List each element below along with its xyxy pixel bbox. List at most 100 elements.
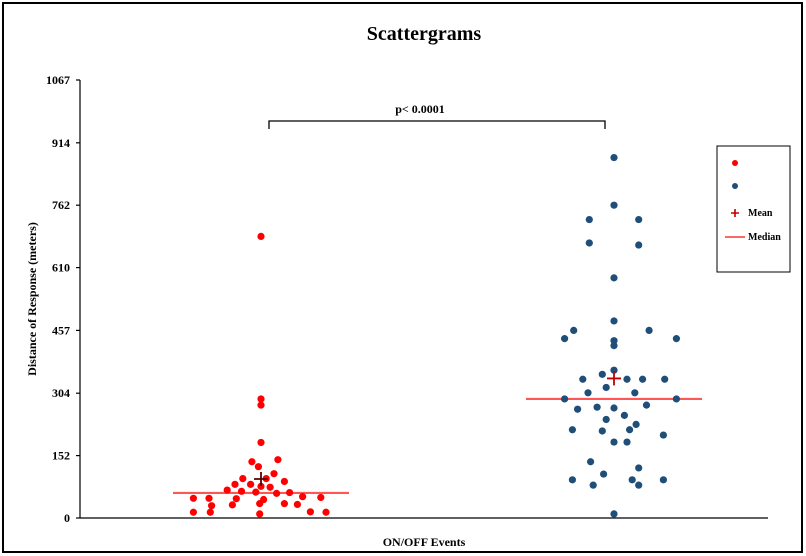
y-ticks: 0 152 304 457 610 762 914 1067 (46, 73, 80, 525)
chart-title: Scattergrams (367, 23, 482, 45)
legend-label-median: Median (748, 232, 781, 243)
y-tick-label-0: 0 (64, 511, 70, 525)
y-tick-label-6: 914 (52, 136, 70, 150)
data-point-2-6 (610, 274, 618, 282)
data-point-2-24 (672, 395, 681, 403)
data-point-2-13 (610, 341, 618, 350)
data-point-2-15 (610, 366, 618, 374)
data-point-1-21 (317, 493, 325, 502)
data-point-2-2 (585, 215, 593, 224)
data-point-1-3 (257, 438, 265, 447)
significance-bracket (268, 120, 606, 129)
data-point-2-35 (659, 431, 668, 439)
data-point-2-28 (574, 405, 582, 413)
data-point-1-16 (237, 487, 246, 495)
legend-marker-mean-plus (731, 209, 739, 217)
data-point-1-24 (232, 495, 240, 503)
data-point-2-3 (635, 215, 643, 224)
data-point-2-19 (661, 375, 669, 383)
data-point-2-5 (635, 241, 643, 249)
y-tick-label-1: 152 (52, 449, 70, 463)
data-point-2-27 (642, 401, 651, 409)
y-tick-label-7: 1067 (46, 73, 70, 87)
data-point-1-20 (299, 493, 307, 501)
data-point-2-10 (561, 335, 569, 343)
data-point-2-23 (561, 395, 569, 403)
legend: Mean Median (716, 145, 791, 273)
median-lines (173, 397, 702, 495)
data-point-1-13 (257, 482, 265, 490)
data-point-1-33 (256, 510, 264, 518)
data-point-2-7 (610, 317, 618, 325)
y-tick-label-2: 304 (52, 386, 70, 400)
data-point-2-21 (584, 389, 592, 397)
legend-marker-red-dot (732, 160, 738, 166)
data-point-2-33 (626, 426, 634, 434)
x-axis-label: ON/OFF Events (383, 535, 466, 549)
data-point-1-26 (208, 502, 216, 510)
data-point-1-5 (274, 456, 282, 464)
data-point-2-31 (632, 420, 640, 429)
data-point-1-32 (206, 508, 214, 516)
significance-label: p< 0.0001 (395, 102, 445, 116)
data-point-1-22 (189, 494, 197, 502)
mean-marker-2 (607, 371, 621, 386)
data-point-1-12 (247, 480, 255, 488)
data-point-1-19 (286, 488, 294, 497)
data-point-1-30 (293, 500, 301, 509)
data-point-1-6 (254, 463, 262, 471)
data-point-2-11 (672, 335, 681, 343)
data-point-2-17 (579, 375, 587, 383)
legend-box (716, 145, 791, 273)
data-point-2-37 (623, 438, 631, 446)
data-point-2-26 (610, 404, 618, 412)
data-point-2-43 (659, 476, 668, 484)
data-point-1-7 (270, 470, 278, 478)
data-point-2-14 (598, 370, 606, 378)
data-point-1-8 (239, 474, 247, 483)
data-point-2-18 (639, 375, 647, 383)
data-point-2-4 (585, 239, 593, 247)
data-point-1-2 (257, 401, 265, 409)
data-point-1-14 (266, 483, 274, 491)
data-point-1-35 (322, 508, 330, 516)
data-point-2-30 (602, 415, 610, 424)
data-point-1-31 (189, 508, 197, 516)
y-tick-label-5: 762 (52, 198, 70, 212)
data-point-1-11 (231, 480, 239, 488)
y-tick-label-4: 610 (52, 261, 70, 275)
data-point-2-16 (623, 375, 631, 383)
data-point-2-36 (610, 438, 618, 446)
data-point-2-32 (568, 426, 577, 434)
data-point-1-15 (223, 486, 231, 494)
data-point-1-23 (205, 494, 213, 502)
data-point-2-20 (602, 383, 610, 392)
data-point-2-25 (593, 403, 601, 411)
data-point-1-10 (280, 477, 288, 486)
data-point-2-41 (568, 476, 577, 484)
y-axis-label: Distance of Response (meters) (25, 222, 39, 376)
data-point-2-1 (610, 201, 618, 209)
data-point-2-39 (635, 464, 643, 472)
data-point-2-46 (610, 510, 618, 518)
data-point-2-0 (610, 153, 618, 162)
data-points (189, 153, 681, 518)
data-point-1-27 (228, 501, 236, 509)
data-point-2-8 (570, 326, 578, 335)
data-point-1-0 (257, 232, 265, 240)
data-point-2-44 (589, 481, 597, 489)
legend-label-mean: Mean (748, 208, 773, 219)
data-point-2-40 (600, 470, 608, 478)
data-point-1-34 (306, 508, 314, 516)
data-point-1-17 (252, 488, 260, 496)
data-point-2-45 (635, 481, 643, 489)
legend-marker-blue-dot (732, 183, 738, 189)
data-point-2-29 (620, 411, 629, 419)
data-point-2-12 (610, 337, 618, 345)
mean-markers (254, 371, 621, 487)
data-point-2-34 (598, 427, 606, 435)
data-point-1-4 (248, 458, 256, 466)
